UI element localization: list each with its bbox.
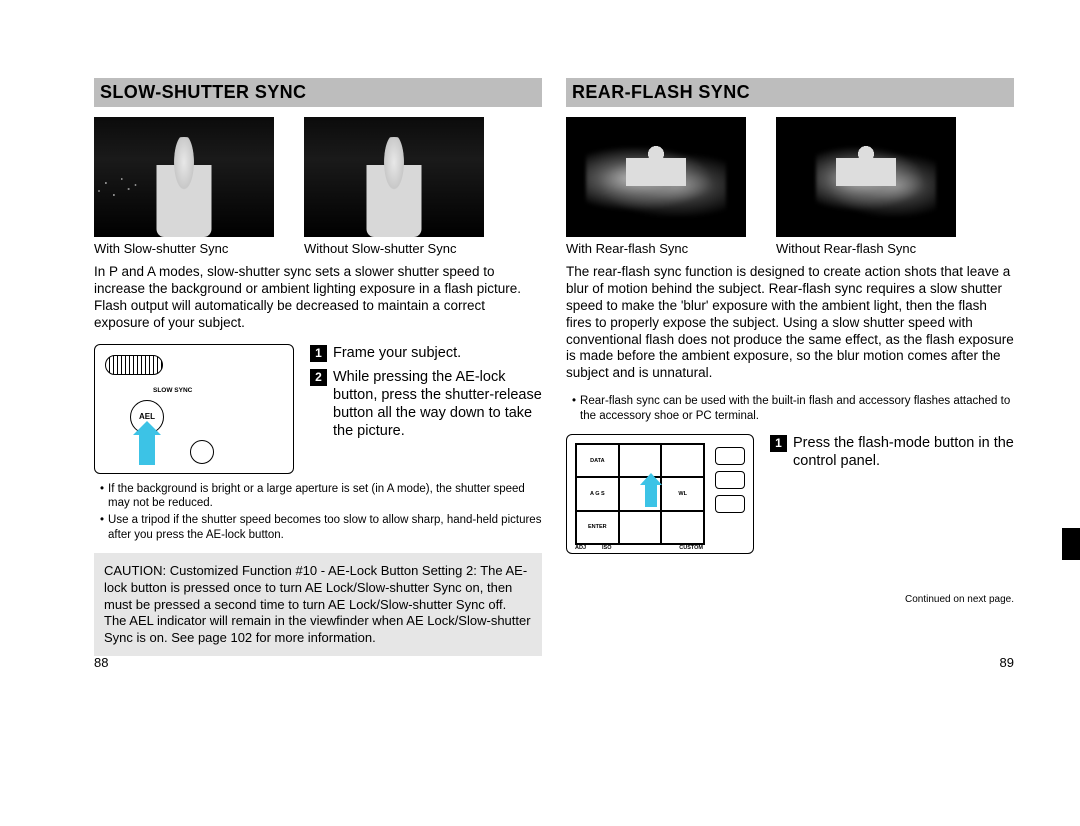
left-caption-row: With Slow-shutter Sync Without Slow-shut…	[94, 241, 542, 256]
page-number-left: 88	[94, 655, 108, 670]
left-page: SLOW-SHUTTER SYNC With Slow-shutter Sync…	[94, 78, 542, 668]
right-bullets: •Rear-flash sync can be used with the bu…	[566, 394, 1014, 424]
step-1r-text: Press the flash-mode button in the contr…	[793, 434, 1014, 470]
right-title: REAR-FLASH SYNC	[572, 82, 1008, 103]
bullet-item: •Use a tripod if the shutter speed becom…	[94, 513, 542, 543]
panel-label: ISO	[602, 545, 611, 551]
sample-with-rear-flash	[566, 117, 746, 237]
side-button	[715, 471, 745, 489]
right-image-row	[566, 117, 1014, 237]
panel-cell	[661, 444, 704, 477]
step-number-1: 1	[310, 345, 327, 362]
left-title: SLOW-SHUTTER SYNC	[100, 82, 536, 103]
right-body-text: The rear-flash sync function is designed…	[566, 264, 1014, 382]
panel-side-buttons	[715, 447, 745, 513]
bullet-2-text: Use a tripod if the shutter speed become…	[108, 513, 542, 543]
step-2-text: While pressing the AE-lock button, press…	[333, 368, 542, 441]
side-button	[715, 447, 745, 465]
ael-diagram: SLOW SYNC AEL	[94, 344, 294, 474]
panel-arrow-icon	[645, 483, 657, 507]
step-number-2: 2	[310, 369, 327, 386]
panel-cell: ENTER	[576, 511, 619, 544]
panel-custom-label: CUSTOM	[679, 545, 703, 551]
right-step-list: 1 Press the flash-mode button in the con…	[770, 434, 1014, 554]
sample-without-slow-sync	[304, 117, 484, 237]
right-steps-block: DATA A G S WL ENTER ADJ ISO CUSTOM	[566, 434, 1014, 554]
panel-cell: A G S	[576, 477, 619, 510]
bullet-item: •If the background is bright or a large …	[94, 482, 542, 512]
caption-without-rear: Without Rear-flash Sync	[776, 241, 956, 256]
caption-without-slow: Without Slow-shutter Sync	[304, 241, 484, 256]
right-title-bar: REAR-FLASH SYNC	[566, 78, 1014, 107]
bullet-item: •Rear-flash sync can be used with the bu…	[566, 394, 1014, 424]
diag-slow-sync-label: SLOW SYNC	[153, 387, 192, 394]
caution-box: CAUTION: Customized Function #10 - AE-Lo…	[94, 553, 542, 656]
page-number-right: 89	[1000, 655, 1014, 670]
caption-with-rear: With Rear-flash Sync	[566, 241, 746, 256]
step-1-text: Frame your subject.	[333, 344, 461, 362]
sample-with-slow-sync	[94, 117, 274, 237]
bullet-1-text: If the background is bright or a large a…	[108, 482, 542, 512]
left-bullets: •If the background is bright or a large …	[94, 482, 542, 544]
left-step-list: 1 Frame your subject. 2 While pressing t…	[310, 344, 542, 474]
panel-cell	[619, 511, 662, 544]
continued-label: Continued on next page.	[566, 594, 1014, 605]
diag-arrow-icon	[139, 433, 155, 465]
side-button	[715, 495, 745, 513]
left-body-text: In P and A modes, slow-shutter sync sets…	[94, 264, 542, 332]
bullet-r1-text: Rear-flash sync can be used with the bui…	[580, 394, 1014, 424]
left-steps-block: SLOW SYNC AEL 1 Frame your subject. 2 Wh…	[94, 344, 542, 474]
panel-cell: WL	[661, 477, 704, 510]
step-1: 1 Frame your subject.	[310, 344, 542, 362]
step-1-right: 1 Press the flash-mode button in the con…	[770, 434, 1014, 470]
page-spread: SLOW-SHUTTER SYNC With Slow-shutter Sync…	[0, 0, 1080, 708]
left-title-bar: SLOW-SHUTTER SYNC	[94, 78, 542, 107]
panel-label: ADJ	[575, 545, 586, 551]
thumb-tab	[1062, 528, 1080, 560]
caption-with-slow: With Slow-shutter Sync	[94, 241, 274, 256]
left-image-row	[94, 117, 542, 237]
right-page: REAR-FLASH SYNC With Rear-flash Sync Wit…	[566, 78, 1014, 668]
panel-cell	[661, 511, 704, 544]
control-panel-diagram: DATA A G S WL ENTER ADJ ISO CUSTOM	[566, 434, 754, 554]
sample-without-rear-flash	[776, 117, 956, 237]
step-number-1r: 1	[770, 435, 787, 452]
panel-cell: DATA	[576, 444, 619, 477]
right-caption-row: With Rear-flash Sync Without Rear-flash …	[566, 241, 1014, 256]
step-2: 2 While pressing the AE-lock button, pre…	[310, 368, 542, 441]
